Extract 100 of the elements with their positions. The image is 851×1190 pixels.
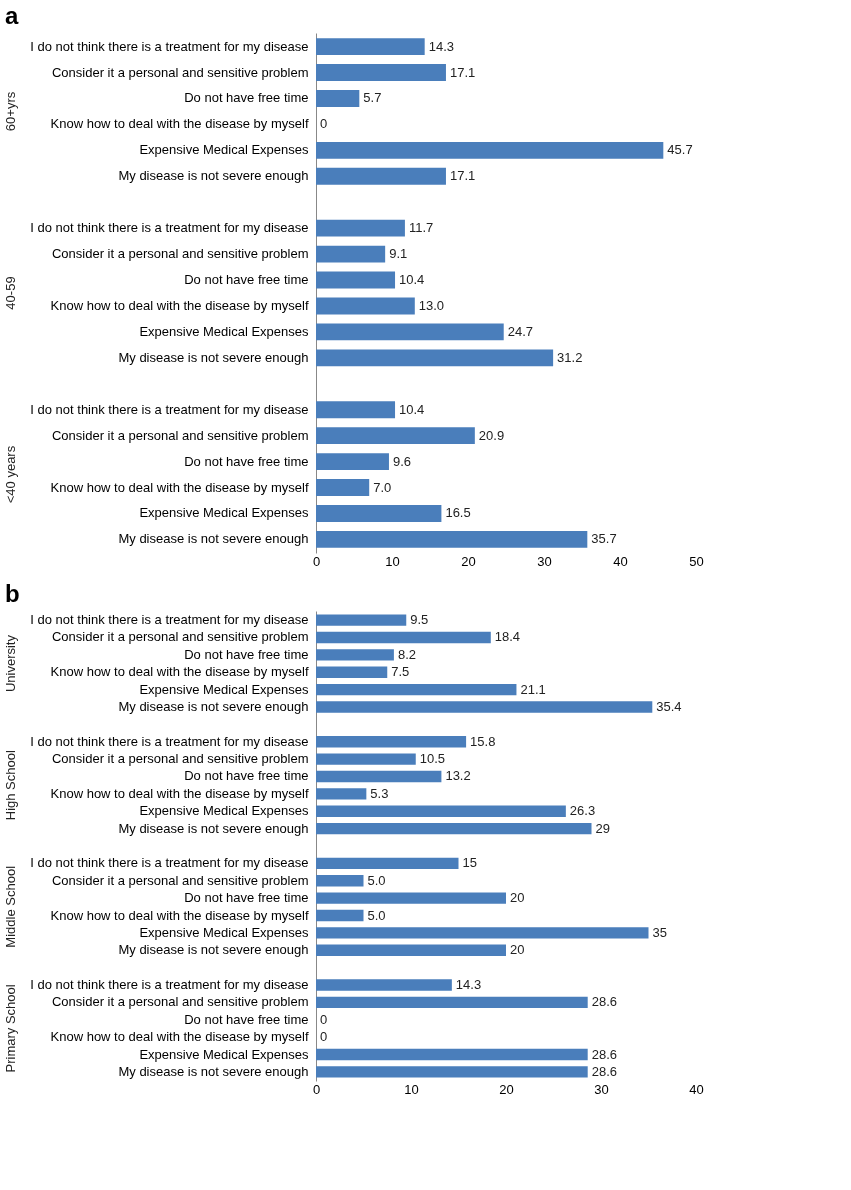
- x-tick-label: 30: [594, 1081, 609, 1097]
- text: University: [3, 634, 18, 693]
- data-label: 15.8: [470, 733, 496, 749]
- y-tick-label: Do not have free time: [184, 1011, 309, 1027]
- data-label: 13.2: [445, 768, 471, 784]
- data-label: 8.2: [397, 646, 416, 662]
- y-tick-label: Expensive Medical Expenses: [139, 1046, 309, 1062]
- y-tick-label: I do not think there is a treatment for my disease: [30, 855, 309, 871]
- x-tick-label: 20: [461, 553, 476, 569]
- y-tick-label: Consider it a personal and sensitive problem: [51, 64, 309, 80]
- y-tick-label: Know how to deal with the disease by myself: [50, 785, 309, 801]
- data-label: 10.5: [419, 751, 446, 767]
- y-tick-label: Expensive Medical Expenses: [139, 505, 309, 521]
- text: b: [5, 580, 20, 607]
- y-tick-label: Know how to deal with the disease by myself: [50, 1029, 309, 1045]
- data-label: 45.7: [667, 142, 693, 158]
- y-tick-label: Expensive Medical Expenses: [139, 142, 309, 158]
- data-label: 26.3: [569, 803, 596, 819]
- y-tick-label: Do not have free time: [184, 90, 309, 106]
- y-tick-label: Consider it a personal and sensitive problem: [51, 629, 309, 645]
- data-label: 14.3: [455, 977, 482, 992]
- data-label: 20: [510, 942, 525, 958]
- y-tick-label: My disease is not severe enough: [118, 168, 309, 184]
- data-label: 20.9: [478, 427, 505, 443]
- y-tick-label: Consider it a personal and sensitive problem: [51, 751, 309, 767]
- data-label: 7.5: [391, 664, 410, 680]
- y-tick-label: Expensive Medical Expenses: [139, 924, 309, 940]
- data-label: 20: [510, 890, 525, 906]
- data-label: 24.7: [507, 323, 534, 339]
- y-tick-label: I do not think there is a treatment for my disease: [30, 733, 309, 749]
- data-label: 28.6: [591, 1046, 618, 1062]
- data-label: 28.6: [591, 994, 618, 1010]
- y-tick-label: Know how to deal with the disease by myself: [50, 664, 309, 680]
- x-tick-label: 20: [499, 1081, 514, 1097]
- x-tick-label: 40: [689, 1081, 704, 1097]
- text: 60+yrs: [3, 91, 18, 132]
- data-label: 28.6: [591, 1063, 618, 1079]
- y-tick-label: I do not think there is a treatment for my disease: [30, 220, 309, 236]
- x-tick-label: 30: [537, 553, 552, 569]
- data-label: 14.3: [428, 38, 454, 54]
- y-tick-label: I do not think there is a treatment for my disease: [30, 38, 309, 54]
- data-label: 9.6: [392, 453, 412, 469]
- y-tick-label: My disease is not severe enough: [118, 699, 309, 714]
- y-tick-label: My disease is not severe enough: [118, 942, 309, 958]
- y-tick-label: Consider it a personal and sensitive problem: [51, 427, 309, 443]
- y-tick-label: Know how to deal with the disease by myself: [50, 479, 309, 495]
- y-tick-label: I do not think there is a treatment for my disease: [30, 612, 309, 628]
- data-label: 0: [320, 1011, 328, 1027]
- data-label: 5.7: [363, 90, 382, 106]
- y-tick-label: Expensive Medical Expenses: [139, 681, 309, 697]
- text: <40 years: [3, 445, 18, 504]
- data-label: 13.0: [418, 297, 445, 313]
- y-tick-label: Consider it a personal and sensitive problem: [51, 246, 309, 262]
- data-label: 5.0: [367, 907, 386, 923]
- y-tick-label: Know how to deal with the disease by myself: [50, 116, 309, 132]
- data-label: 9.1: [389, 246, 408, 262]
- data-label: 35.7: [591, 531, 617, 547]
- data-label: 0: [320, 116, 328, 132]
- data-label: 29: [595, 820, 610, 836]
- y-tick-label: Know how to deal with the disease by myself: [50, 907, 309, 923]
- data-label: 10.4: [399, 272, 425, 288]
- x-tick-label: 50: [689, 553, 704, 569]
- data-label: 7.0: [373, 479, 392, 495]
- data-label: 9.5: [410, 612, 429, 628]
- y-tick-label: Know how to deal with the disease by myself: [50, 297, 309, 313]
- y-tick-label: Expensive Medical Expenses: [139, 803, 309, 819]
- x-tick-label: 10: [404, 1081, 419, 1097]
- x-tick-label: 0: [312, 1081, 321, 1097]
- y-tick-label: Consider it a personal and sensitive problem: [51, 872, 309, 888]
- y-tick-label: My disease is not severe enough: [118, 531, 309, 547]
- text: Primary School: [3, 984, 18, 1073]
- data-label: 5.0: [367, 872, 386, 888]
- y-tick-label: My disease is not severe enough: [118, 820, 309, 836]
- data-label: 11.7: [408, 220, 434, 236]
- y-tick-label: My disease is not severe enough: [118, 349, 309, 365]
- y-tick-label: I do not think there is a treatment for my disease: [30, 401, 309, 417]
- data-label: 5.3: [370, 785, 389, 801]
- text: High School: [3, 750, 18, 821]
- y-tick-label: Do not have free time: [184, 272, 309, 288]
- data-label: 0: [320, 1029, 328, 1045]
- data-label: 16.5: [445, 505, 471, 521]
- x-tick-label: 0: [312, 553, 321, 569]
- x-tick-label: 10: [385, 553, 400, 569]
- data-label: 35: [652, 924, 667, 940]
- data-label: 35.4: [656, 699, 682, 714]
- text: 40-59: [3, 276, 18, 310]
- data-label: 18.4: [494, 629, 521, 645]
- y-tick-label: Do not have free time: [184, 453, 309, 469]
- text: a: [5, 2, 19, 29]
- data-label: 10.4: [399, 401, 425, 417]
- data-label: 17.1: [449, 64, 476, 80]
- y-tick-label: Do not have free time: [184, 768, 309, 784]
- data-label: 31.2: [557, 349, 583, 365]
- y-tick-label: Do not have free time: [184, 646, 309, 662]
- data-label: 21.1: [520, 681, 546, 697]
- text: Middle School: [3, 865, 18, 948]
- y-tick-label: My disease is not severe enough: [118, 1063, 309, 1079]
- y-tick-label: Expensive Medical Expenses: [139, 323, 309, 339]
- data-label: 17.1: [449, 168, 476, 184]
- y-tick-label: Consider it a personal and sensitive problem: [51, 994, 309, 1010]
